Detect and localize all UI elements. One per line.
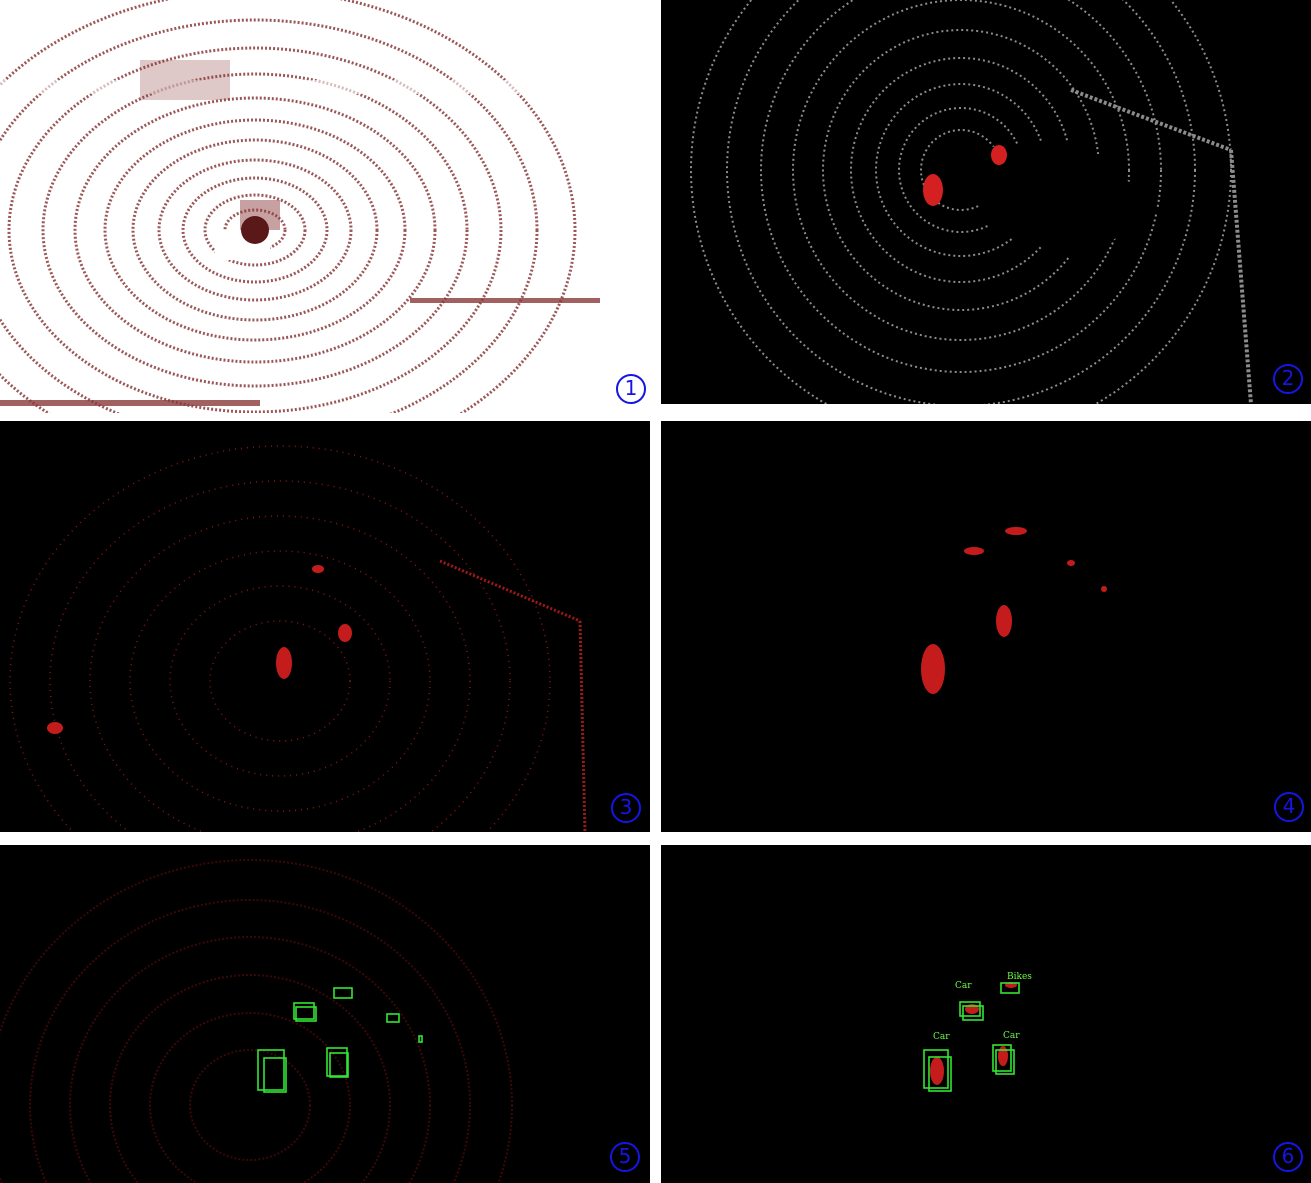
panel-number-badge: 3	[611, 793, 641, 823]
panel-red-point-cloud: 3	[0, 421, 650, 832]
point-cloud-raw	[0, 0, 650, 413]
panel-detections-scene: 5	[0, 845, 650, 1183]
detection-label: Car	[955, 981, 972, 991]
point-cloud-gray	[690, 0, 1253, 404]
detection-label: Car	[933, 1032, 950, 1042]
panel-segmented-objects: 4	[661, 421, 1311, 832]
panel-number-badge: 4	[1274, 792, 1304, 822]
panel-number-badge: 1	[616, 374, 646, 404]
bbox-car	[923, 1049, 949, 1089]
bbox-car	[326, 1047, 348, 1077]
bbox-bikes	[333, 987, 353, 999]
point-cloud-red	[9, 445, 587, 832]
bbox-bikes	[1000, 982, 1020, 994]
detection-label: Car	[1003, 1031, 1020, 1041]
scene-with-boxes	[0, 859, 513, 1183]
panel-number-badge: 5	[610, 1142, 640, 1172]
bbox-car	[959, 1001, 981, 1017]
panel-labelled-detections: Car Bikes Car Car 6	[661, 845, 1311, 1183]
bbox-car	[293, 1002, 315, 1020]
labelled-boxes	[923, 982, 1020, 1092]
bbox-car	[992, 1044, 1012, 1072]
detection-label: Bikes	[1007, 972, 1032, 982]
object-clusters	[921, 527, 1107, 694]
bbox-small	[386, 1013, 400, 1023]
bbox-car	[257, 1049, 285, 1091]
panel-raw-point-cloud: 1	[0, 0, 650, 413]
panel-number-badge: 6	[1273, 1142, 1303, 1172]
panel-number-badge: 2	[1273, 364, 1303, 394]
panel-gray-point-cloud: 2	[661, 0, 1311, 404]
